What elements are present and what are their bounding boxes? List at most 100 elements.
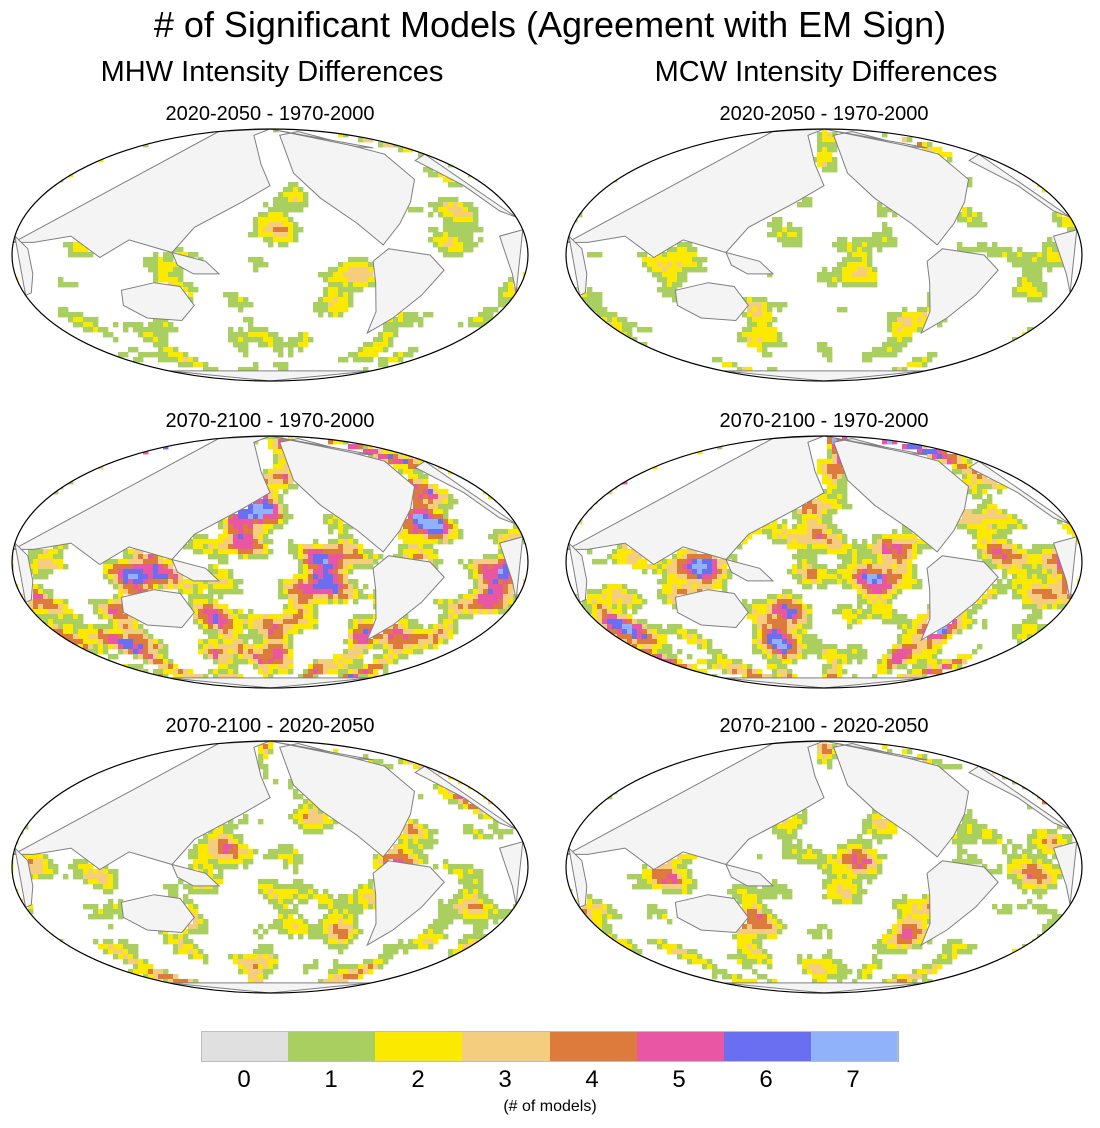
model-count-cell — [173, 272, 179, 278]
model-count-cell — [73, 317, 79, 323]
model-count-cell — [148, 267, 154, 273]
model-count-cell — [972, 469, 978, 475]
model-count-cell — [498, 287, 504, 293]
model-count-cell — [932, 147, 938, 153]
model-count-cell — [902, 649, 908, 655]
model-count-cell — [263, 644, 269, 650]
model-count-cell — [1037, 559, 1043, 565]
model-count-cell — [298, 192, 304, 198]
model-count-cell — [528, 554, 532, 559]
model-count-cell — [518, 534, 524, 540]
model-count-cell — [413, 544, 419, 550]
model-count-cell — [293, 789, 299, 795]
model-count-cell — [847, 604, 853, 610]
model-count-cell — [1007, 524, 1013, 530]
model-count-cell — [757, 302, 763, 308]
model-count-cell — [862, 614, 868, 620]
model-count-cell — [193, 674, 199, 680]
model-count-cell — [857, 267, 863, 273]
model-count-cell — [408, 207, 414, 213]
model-count-cell — [797, 559, 803, 565]
model-count-cell — [278, 654, 284, 660]
model-count-cell — [997, 579, 1003, 585]
model-count-cell — [193, 584, 199, 590]
model-count-cell — [757, 529, 763, 535]
model-count-cell — [782, 664, 788, 670]
model-count-cell — [717, 579, 723, 585]
model-count-cell — [887, 664, 893, 670]
model-count-cell — [957, 664, 963, 670]
model-count-cell — [208, 829, 214, 835]
model-count-cell — [178, 272, 184, 278]
model-count-cell — [68, 247, 74, 253]
model-count-cell — [38, 859, 44, 865]
model-count-cell — [333, 312, 339, 318]
model-count-cell — [637, 644, 643, 650]
model-count-cell — [468, 227, 474, 233]
model-count-cell — [343, 599, 349, 605]
model-count-cell — [922, 362, 928, 368]
model-count-cell — [213, 554, 219, 560]
model-count-cell — [1047, 579, 1053, 585]
model-count-cell — [977, 519, 983, 525]
model-count-cell — [802, 644, 808, 650]
model-count-cell — [268, 539, 274, 545]
model-count-cell — [133, 634, 139, 640]
model-count-cell — [587, 599, 593, 605]
model-count-cell — [318, 829, 324, 835]
model-count-cell — [1032, 554, 1038, 560]
model-count-cell — [258, 509, 264, 515]
model-count-cell — [972, 534, 978, 540]
model-count-cell — [308, 574, 314, 580]
model-count-cell — [133, 639, 139, 645]
model-count-cell — [428, 839, 434, 845]
model-count-cell — [937, 629, 943, 635]
model-count-cell — [388, 649, 394, 655]
model-count-cell — [642, 649, 648, 655]
model-count-cell — [413, 529, 419, 535]
model-count-cell — [343, 549, 349, 555]
model-count-cell — [672, 629, 678, 635]
model-count-cell — [762, 312, 768, 318]
model-count-cell — [902, 307, 908, 313]
model-count-cell — [942, 659, 948, 665]
model-count-cell — [438, 514, 444, 520]
model-count-cell — [228, 819, 234, 825]
model-count-cell — [962, 212, 968, 218]
model-count-cell — [363, 639, 369, 645]
model-count-cell — [268, 659, 274, 665]
model-count-cell — [802, 569, 808, 575]
model-count-cell — [333, 544, 339, 550]
model-count-cell — [398, 619, 404, 625]
model-count-cell — [742, 332, 748, 338]
model-count-cell — [832, 444, 838, 450]
model-count-cell — [1027, 579, 1033, 585]
model-count-cell — [318, 312, 324, 318]
model-count-cell — [817, 137, 823, 143]
model-count-cell — [917, 327, 923, 333]
model-count-cell — [852, 242, 858, 248]
model-count-cell — [1062, 584, 1068, 590]
model-count-cell — [233, 644, 239, 650]
model-count-cell — [902, 444, 908, 450]
model-count-cell — [178, 669, 184, 675]
model-count-cell — [602, 619, 608, 625]
model-count-cell — [1037, 584, 1043, 590]
model-count-cell — [348, 262, 354, 268]
model-count-cell — [942, 639, 948, 645]
model-count-cell — [782, 659, 788, 665]
model-count-cell — [448, 799, 454, 805]
model-count-cell — [727, 554, 733, 560]
model-count-cell — [817, 157, 823, 163]
model-count-cell — [912, 444, 918, 450]
model-count-cell — [433, 564, 439, 570]
model-count-cell — [283, 187, 289, 193]
model-count-cell — [258, 504, 264, 510]
model-count-cell — [433, 499, 439, 505]
model-count-cell — [163, 559, 169, 565]
model-count-cell — [1022, 634, 1028, 640]
model-count-cell — [153, 352, 159, 358]
model-count-cell — [702, 579, 708, 585]
model-count-cell — [383, 342, 389, 348]
model-count-cell — [1047, 544, 1053, 550]
